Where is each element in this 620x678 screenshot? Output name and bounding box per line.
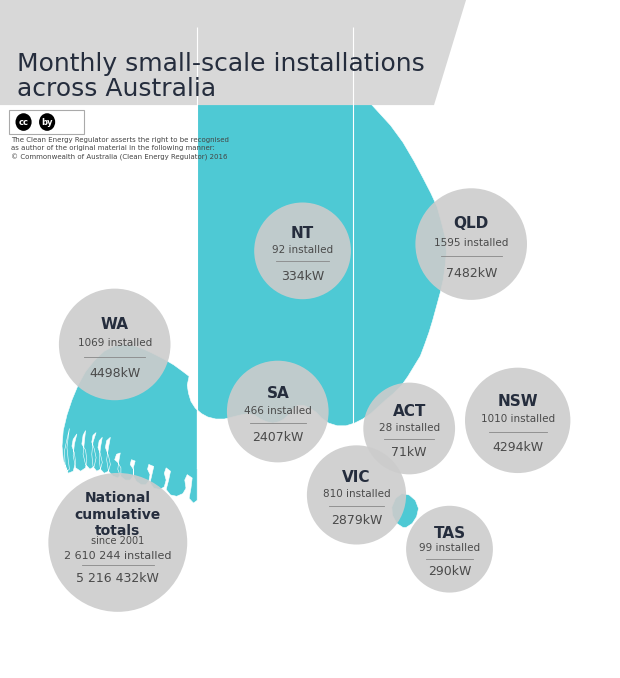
Text: ACT: ACT: [392, 405, 426, 420]
Text: NT: NT: [291, 226, 314, 241]
Ellipse shape: [254, 203, 351, 299]
Text: 334kW: 334kW: [281, 270, 324, 283]
Text: 99 installed: 99 installed: [419, 543, 480, 553]
Text: 4294kW: 4294kW: [492, 441, 543, 454]
Polygon shape: [0, 0, 468, 105]
Ellipse shape: [415, 188, 527, 300]
Text: National
cumulative
totals: National cumulative totals: [74, 491, 161, 538]
Text: 4498kW: 4498kW: [89, 367, 140, 380]
Polygon shape: [62, 19, 446, 503]
Text: 7482kW: 7482kW: [446, 266, 497, 279]
Text: TAS: TAS: [433, 526, 466, 541]
Text: 290kW: 290kW: [428, 565, 471, 578]
Text: 2879kW: 2879kW: [331, 514, 382, 527]
Text: 28 installed: 28 installed: [379, 422, 440, 433]
Ellipse shape: [465, 367, 570, 473]
Text: cc: cc: [19, 117, 29, 127]
Circle shape: [16, 113, 32, 131]
Text: 5 216 432kW: 5 216 432kW: [76, 572, 159, 585]
Ellipse shape: [227, 361, 329, 462]
Ellipse shape: [307, 445, 406, 544]
Ellipse shape: [363, 382, 455, 475]
Text: 2 610 244 installed: 2 610 244 installed: [64, 551, 172, 561]
Polygon shape: [392, 494, 419, 527]
Text: NSW: NSW: [497, 394, 538, 409]
Text: VIC: VIC: [342, 470, 371, 485]
Text: since 2001: since 2001: [91, 536, 144, 546]
Text: Monthly small-scale installations: Monthly small-scale installations: [17, 52, 425, 77]
Ellipse shape: [59, 289, 170, 400]
Text: by: by: [42, 117, 53, 127]
Circle shape: [39, 113, 55, 131]
Ellipse shape: [406, 506, 493, 593]
Text: 2407kW: 2407kW: [252, 431, 303, 445]
Text: WA: WA: [100, 317, 129, 332]
Text: 810 installed: 810 installed: [322, 489, 391, 499]
Text: 466 installed: 466 installed: [244, 405, 312, 416]
Text: 1010 installed: 1010 installed: [480, 414, 555, 424]
Text: 1069 installed: 1069 installed: [78, 338, 152, 348]
Text: 92 installed: 92 installed: [272, 245, 333, 255]
Text: across Australia: across Australia: [17, 77, 216, 101]
Text: 1595 installed: 1595 installed: [434, 238, 508, 248]
Text: The Clean Energy Regulator asserts the right to be recognised
as author of the o: The Clean Energy Regulator asserts the r…: [11, 137, 229, 161]
FancyBboxPatch shape: [9, 110, 84, 134]
Text: 71kW: 71kW: [391, 446, 427, 459]
Ellipse shape: [48, 473, 187, 612]
Text: SA: SA: [267, 386, 289, 401]
Text: QLD: QLD: [454, 216, 489, 231]
